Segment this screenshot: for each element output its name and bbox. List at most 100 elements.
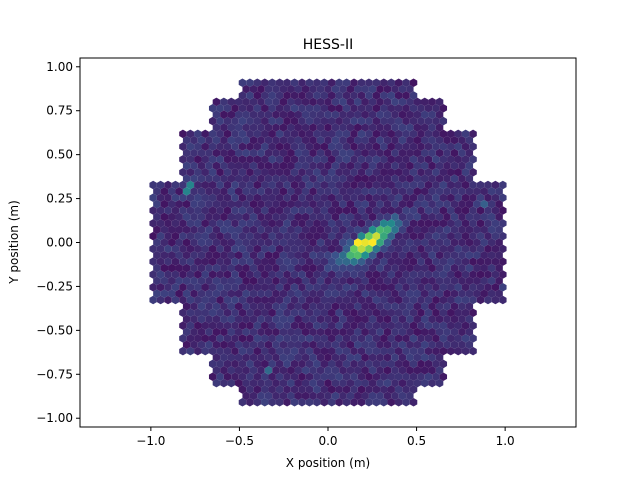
camera-pixel	[160, 289, 169, 298]
camera-pixel	[309, 84, 317, 94]
camera-pixel	[361, 391, 369, 401]
camera-pixel	[380, 321, 388, 330]
camera-pixel	[290, 257, 299, 266]
camera-pixel	[350, 180, 358, 190]
camera-pixel	[235, 225, 243, 234]
camera-pixel	[413, 314, 421, 324]
camera-pixel	[357, 334, 366, 343]
camera-pixel	[447, 142, 455, 151]
camera-pixel	[294, 212, 302, 222]
camera-pixel	[220, 225, 228, 234]
camera-pixel	[376, 302, 384, 311]
camera-pixel	[331, 302, 340, 311]
camera-pixel	[235, 199, 243, 209]
camera-pixel	[264, 110, 273, 119]
camera-pixel	[424, 321, 433, 330]
camera-pixel	[220, 174, 228, 183]
camera-pixel	[491, 193, 500, 203]
camera-pixel	[253, 231, 262, 241]
camera-pixel	[365, 180, 373, 190]
camera-pixel	[279, 135, 288, 145]
camera-pixel	[246, 321, 254, 330]
camera-pixel	[398, 327, 407, 337]
camera-pixel	[190, 289, 198, 298]
camera-pixel	[264, 225, 273, 234]
camera-pixel	[469, 155, 477, 164]
camera-pixel	[354, 340, 362, 350]
camera-pixel	[335, 295, 343, 305]
camera-pixel	[409, 321, 418, 330]
camera-pixel	[365, 231, 373, 241]
camera-pixel	[190, 148, 198, 158]
camera-pixel	[458, 161, 466, 171]
camera-pixel	[499, 244, 507, 254]
camera-pixel	[249, 340, 258, 350]
camera-pixel	[402, 167, 410, 177]
camera-pixel	[298, 359, 306, 369]
camera-pixel	[346, 187, 355, 196]
camera-pixel	[257, 199, 265, 209]
camera-pixel	[406, 289, 414, 298]
camera-pixel	[182, 199, 191, 209]
camera-pixel	[458, 327, 466, 337]
camera-pixel	[272, 199, 280, 209]
camera-pixel	[168, 238, 176, 247]
camera-pixel	[450, 238, 459, 247]
camera-pixel	[380, 116, 388, 126]
camera-pixel	[216, 231, 224, 241]
camera-pixel	[301, 97, 310, 107]
camera-pixel	[469, 167, 477, 177]
camera-pixel	[264, 378, 273, 388]
camera-pixel	[257, 327, 265, 337]
camera-pixel	[484, 219, 492, 228]
camera-pixel	[253, 282, 262, 292]
camera-pixel	[383, 340, 392, 350]
camera-pixel	[417, 142, 425, 151]
camera-pixel	[223, 219, 232, 228]
camera-pixel	[476, 270, 485, 279]
camera-pixel	[227, 199, 235, 209]
camera-pixel	[212, 251, 221, 260]
camera-pixel	[357, 116, 366, 126]
camera-pixel	[447, 270, 455, 279]
camera-pixel	[264, 366, 273, 375]
camera-pixel	[164, 270, 172, 279]
camera-pixel	[328, 244, 336, 254]
camera-pixel	[387, 104, 395, 113]
camera-pixel	[313, 321, 321, 330]
camera-pixel	[223, 104, 232, 113]
camera-pixel	[450, 340, 459, 350]
camera-pixel	[261, 142, 269, 151]
camera-pixel	[227, 366, 235, 375]
camera-pixel	[406, 161, 414, 171]
camera-pixel	[249, 314, 258, 324]
camera-pixel	[391, 199, 399, 209]
camera-pixel	[272, 135, 280, 145]
camera-pixel	[305, 167, 314, 177]
camera-pixel	[279, 327, 288, 337]
camera-pixel	[298, 295, 306, 305]
camera-pixel	[246, 155, 254, 164]
camera-pixel	[439, 167, 448, 177]
camera-pixel	[190, 263, 198, 273]
camera-pixel	[398, 148, 407, 158]
camera-pixel	[283, 334, 291, 343]
camera-pixel	[264, 148, 273, 158]
camera-pixel	[421, 199, 429, 209]
camera-pixel	[223, 321, 232, 330]
camera-pixel	[212, 123, 221, 132]
camera-pixel	[216, 295, 224, 305]
camera-pixel	[201, 206, 209, 215]
camera-pixel	[339, 110, 347, 119]
camera-pixel	[160, 276, 169, 286]
camera-pixel	[268, 295, 276, 305]
camera-pixel	[249, 238, 258, 247]
camera-pixel	[328, 334, 336, 343]
camera-pixel	[246, 270, 254, 279]
camera-pixel	[469, 231, 477, 241]
camera-pixel	[253, 295, 262, 305]
camera-pixel	[186, 334, 195, 343]
camera-pixel	[402, 257, 410, 266]
camera-pixel	[491, 180, 500, 190]
camera-pixel	[383, 366, 392, 375]
